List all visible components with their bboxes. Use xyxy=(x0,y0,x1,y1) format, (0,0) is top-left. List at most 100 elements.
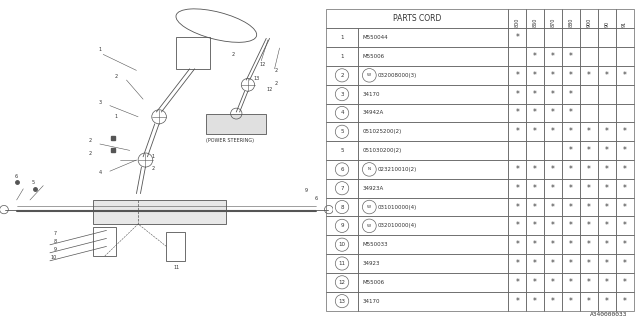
Bar xyxy=(544,85,562,104)
Text: 7: 7 xyxy=(340,186,344,191)
Text: *: * xyxy=(623,203,627,212)
Bar xyxy=(544,292,562,310)
Bar xyxy=(508,28,526,47)
Text: *: * xyxy=(605,240,609,249)
Bar xyxy=(358,216,508,235)
Text: *: * xyxy=(623,184,627,193)
Bar xyxy=(616,10,634,28)
Text: 2: 2 xyxy=(275,81,278,86)
Bar xyxy=(616,141,634,160)
Text: 4: 4 xyxy=(99,170,101,175)
Text: *: * xyxy=(515,108,519,117)
Text: *: * xyxy=(569,297,573,306)
Text: *: * xyxy=(533,278,537,287)
Text: 11: 11 xyxy=(339,261,346,266)
Bar xyxy=(358,122,508,141)
Text: *: * xyxy=(569,184,573,193)
Bar xyxy=(562,254,580,273)
Bar xyxy=(326,198,358,216)
Text: *: * xyxy=(515,165,519,174)
Bar xyxy=(358,104,508,122)
Text: *: * xyxy=(569,52,573,61)
Text: 2: 2 xyxy=(88,138,92,143)
Text: 051030200(2): 051030200(2) xyxy=(362,148,402,153)
Text: 6: 6 xyxy=(315,196,317,201)
Bar xyxy=(544,47,562,66)
Bar xyxy=(616,254,634,273)
Text: *: * xyxy=(515,33,519,42)
Bar xyxy=(544,122,562,141)
Text: *: * xyxy=(605,259,609,268)
Bar xyxy=(326,141,358,160)
Text: M550033: M550033 xyxy=(362,242,388,247)
Bar xyxy=(598,66,616,85)
Bar xyxy=(562,179,580,198)
Bar xyxy=(544,141,562,160)
Text: *: * xyxy=(587,165,591,174)
Bar xyxy=(616,28,634,47)
Bar xyxy=(508,254,526,273)
Text: *: * xyxy=(623,278,627,287)
Bar xyxy=(544,235,562,254)
Bar xyxy=(326,273,358,292)
Bar xyxy=(526,273,544,292)
Bar xyxy=(526,122,544,141)
Bar xyxy=(358,141,508,160)
Bar xyxy=(580,47,598,66)
Text: *: * xyxy=(551,259,555,268)
Text: 90: 90 xyxy=(604,21,609,27)
Text: *: * xyxy=(605,165,609,174)
Bar xyxy=(598,47,616,66)
Bar xyxy=(326,104,358,122)
Text: 4: 4 xyxy=(340,110,344,116)
Bar xyxy=(580,292,598,310)
Bar xyxy=(508,47,526,66)
Bar xyxy=(358,28,508,47)
Text: 5: 5 xyxy=(340,129,344,134)
Text: 3: 3 xyxy=(99,100,101,105)
Text: *: * xyxy=(623,240,627,249)
Text: *: * xyxy=(623,297,627,306)
Bar xyxy=(526,141,544,160)
Text: *: * xyxy=(569,146,573,155)
Text: *: * xyxy=(569,259,573,268)
Bar xyxy=(616,85,634,104)
Text: *: * xyxy=(551,52,555,61)
Text: *: * xyxy=(569,127,573,136)
Text: 1: 1 xyxy=(152,154,155,159)
Bar xyxy=(526,104,544,122)
Bar xyxy=(326,254,358,273)
Bar xyxy=(562,47,580,66)
Bar xyxy=(326,66,358,85)
Text: 9: 9 xyxy=(340,223,344,228)
Bar xyxy=(508,10,526,28)
Text: 10: 10 xyxy=(51,255,56,260)
Text: *: * xyxy=(551,278,555,287)
Bar xyxy=(526,28,544,47)
Bar xyxy=(580,198,598,216)
Text: 032010000(4): 032010000(4) xyxy=(378,223,417,228)
Text: *: * xyxy=(605,203,609,212)
Text: *: * xyxy=(569,165,573,174)
Bar xyxy=(616,122,634,141)
Bar xyxy=(326,28,358,47)
Text: 34170: 34170 xyxy=(362,92,380,97)
Text: *: * xyxy=(623,146,627,155)
Bar xyxy=(544,66,562,85)
Bar xyxy=(616,47,634,66)
Bar xyxy=(598,160,616,179)
Text: 2: 2 xyxy=(88,151,92,156)
Text: *: * xyxy=(515,278,519,287)
Text: W: W xyxy=(367,205,371,209)
Text: *: * xyxy=(551,71,555,80)
Bar xyxy=(508,179,526,198)
Text: *: * xyxy=(587,297,591,306)
Text: 8: 8 xyxy=(340,204,344,210)
Bar xyxy=(508,104,526,122)
Text: *: * xyxy=(605,146,609,155)
Bar xyxy=(562,273,580,292)
Bar xyxy=(526,66,544,85)
Text: *: * xyxy=(533,297,537,306)
Text: *: * xyxy=(533,52,537,61)
Bar xyxy=(598,216,616,235)
